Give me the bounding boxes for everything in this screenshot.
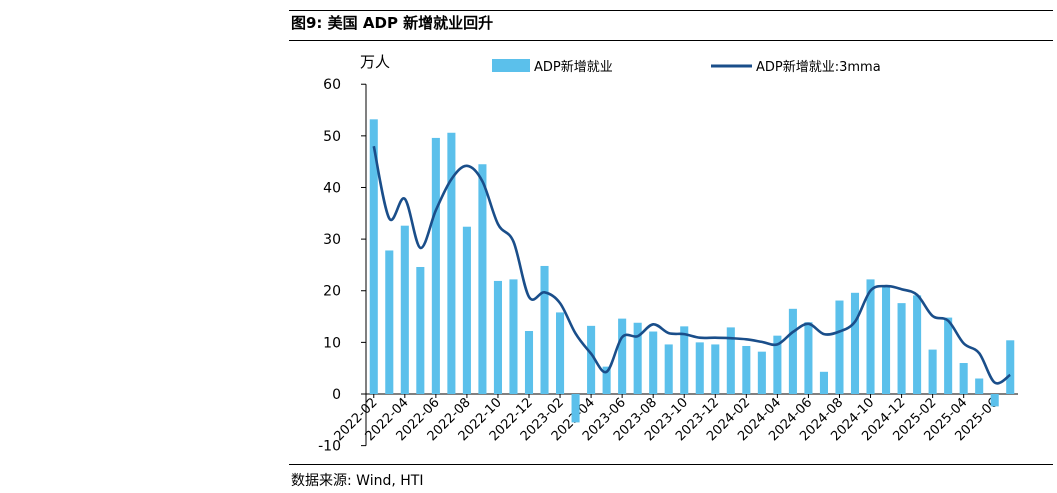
bar (695, 342, 704, 394)
bar (757, 351, 766, 394)
bar (944, 317, 953, 394)
bar (462, 226, 471, 394)
bar (711, 344, 720, 394)
bar (726, 327, 735, 394)
line-3mma (372, 145, 1011, 385)
bar (431, 137, 440, 394)
bar (447, 132, 456, 394)
bar (897, 303, 906, 394)
bars (369, 119, 1015, 423)
legend-line-label: ADP新增就业:3mma (756, 59, 881, 75)
bar (1006, 340, 1015, 394)
bar (804, 322, 813, 394)
bar (633, 322, 642, 394)
bar (400, 225, 409, 394)
bar (385, 250, 394, 394)
bar (478, 164, 487, 394)
bar (493, 280, 502, 394)
legend-bar-label: ADP新增就业 (534, 59, 613, 75)
title-rule (289, 40, 1053, 41)
bar (649, 331, 658, 394)
y-tick-label: 10 (323, 335, 341, 351)
bar (928, 349, 937, 394)
bar (524, 331, 534, 394)
bar (850, 292, 860, 394)
bar (416, 266, 425, 394)
y-tick-label: 60 (323, 77, 341, 93)
bar (742, 345, 751, 394)
bar (509, 279, 518, 394)
legend: ADP新增就业 ADP新增就业:3mma (492, 59, 881, 75)
y-tick-label: 30 (323, 232, 341, 248)
bar (680, 326, 689, 394)
bar (788, 308, 797, 394)
bar (835, 300, 844, 394)
bar (866, 279, 875, 394)
y-unit-label: 万人 (360, 53, 390, 71)
bar (556, 312, 565, 394)
line-series (372, 145, 1011, 385)
y-tick-label: 20 (323, 284, 341, 300)
y-tick-label: -10 (318, 439, 341, 455)
bar (618, 318, 627, 394)
bar (571, 394, 580, 423)
bar (602, 366, 611, 394)
bar (773, 335, 782, 394)
bar (587, 325, 596, 394)
bottom-rule (289, 464, 1053, 465)
y-tick-label: 0 (332, 387, 341, 403)
bar (819, 371, 828, 394)
figure-title: 图9: 美国 ADP 新增就业回升 (291, 14, 494, 32)
bar (913, 295, 922, 394)
legend-bar-swatch (492, 59, 530, 72)
y-axis: -10 0 10 20 30 40 50 60 (318, 77, 367, 455)
bar (959, 363, 968, 394)
top-rule (289, 10, 1053, 11)
bar (664, 344, 673, 394)
y-tick-label: 40 (323, 180, 341, 196)
x-axis: 2022-022022-042022-062022-082022-102022-… (332, 393, 1018, 444)
bar (882, 285, 891, 394)
source-note: 数据来源: Wind, HTI (291, 473, 424, 489)
bar (975, 378, 984, 394)
bar (990, 394, 999, 407)
bar (369, 119, 378, 394)
bar (540, 265, 549, 394)
y-tick-label: 50 (323, 129, 341, 145)
